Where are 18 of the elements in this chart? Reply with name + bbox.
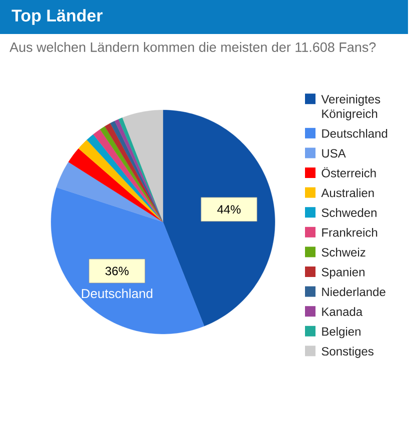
legend-label: Schweden xyxy=(322,208,376,217)
chart-title: Top Länder xyxy=(12,9,103,25)
legend-label: Niederlande xyxy=(322,287,386,296)
legend-label: Deutschland xyxy=(322,128,388,138)
data-label: 36% xyxy=(105,266,129,276)
legend-label: Sonstiges xyxy=(322,346,374,358)
text: Deutschland xyxy=(82,288,152,298)
legend-label: Vereinigtes Königreich xyxy=(321,94,380,120)
legend-label: Spanien xyxy=(322,268,364,279)
legend-label: Belgien xyxy=(322,326,360,338)
chart-subtitle: Aus welchen Ländern kommen die meisten der 11.608 Fans? xyxy=(10,42,376,52)
legend-label: Österreich xyxy=(322,167,376,178)
legend-label: Australien xyxy=(321,188,374,198)
legend-label: Schweiz xyxy=(322,248,366,257)
legend-label: Kanada xyxy=(322,307,363,316)
data-label: 44% xyxy=(217,205,241,214)
legend-label: Frankreich xyxy=(322,228,378,237)
legend-label: USA xyxy=(322,149,346,158)
